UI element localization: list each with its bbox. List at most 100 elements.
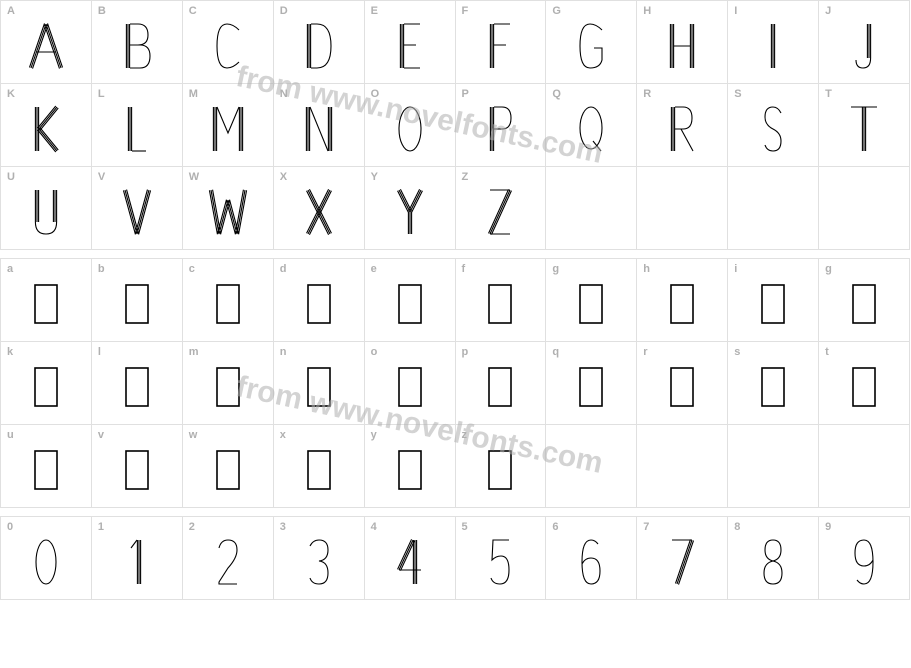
glyph-cell: O [365,84,456,167]
glyph [397,446,423,494]
glyph [33,280,59,328]
cell-label: g [552,263,559,275]
cell-label: Z [462,171,469,183]
glyph-cell: U [1,167,92,250]
glyph-grid: 0123456789 [0,516,910,600]
cell-label: m [189,346,199,358]
glyph [397,363,423,411]
glyph-cell: K [1,84,92,167]
cell-label: 5 [462,521,468,533]
glyph [578,280,604,328]
glyph-cell: 3 [274,517,365,600]
glyph [396,105,424,153]
glyph-cell: W [183,167,274,250]
glyph-cell: a [1,259,92,342]
glyph [27,22,65,70]
font-character-map: ABCDEFGHIJKLMNOPQRSTUVWXYZabcdefghigklmn… [0,0,911,600]
cell-label: p [462,346,469,358]
glyph-cell [637,425,728,508]
cell-label: E [371,5,378,17]
glyph [124,446,150,494]
glyph-cell: F [456,1,547,84]
glyph [666,22,698,70]
cell-label: P [462,88,469,100]
glyph-cell: Y [365,167,456,250]
glyph-cell [546,425,637,508]
glyph-cell: n [274,342,365,425]
cell-label: f [462,263,466,275]
glyph [669,363,695,411]
cell-label: H [643,5,651,17]
cell-label: T [825,88,832,100]
glyph-cell: 8 [728,517,819,600]
glyph-cell: i [728,259,819,342]
glyph [760,363,786,411]
cell-label: 0 [7,521,13,533]
glyph-cell [546,167,637,250]
glyph [33,538,59,586]
cell-label: q [552,346,559,358]
glyph-cell: e [365,259,456,342]
glyph [395,188,425,236]
glyph-cell: G [546,1,637,84]
cell-label: C [189,5,197,17]
glyph-cell: u [1,425,92,508]
glyph-cell: Q [546,84,637,167]
cell-label: h [643,263,650,275]
glyph [31,105,61,153]
glyph-cell [819,425,910,508]
glyph [760,280,786,328]
cell-label: z [462,429,468,441]
glyph-cell: 0 [1,517,92,600]
cell-label: 2 [189,521,195,533]
cell-label: u [7,429,14,441]
glyph-cell: l [92,342,183,425]
glyph-cell: 4 [365,517,456,600]
glyph-cell: y [365,425,456,508]
cell-label: B [98,5,106,17]
glyph-cell: 6 [546,517,637,600]
cell-label: g [825,263,832,275]
glyph-grid: ABCDEFGHIJKLMNOPQRSTUVWXYZ [0,0,910,250]
cell-label: X [280,171,287,183]
glyph [306,280,332,328]
glyph-cell [728,167,819,250]
glyph-cell: 7 [637,517,728,600]
glyph-cell: E [365,1,456,84]
cell-label: r [643,346,647,358]
glyph-cell: B [92,1,183,84]
glyph [396,22,424,70]
cell-label: e [371,263,377,275]
cell-label: Q [552,88,561,100]
glyph-cell: p [456,342,547,425]
glyph [306,363,332,411]
glyph [487,280,513,328]
cell-label: y [371,429,377,441]
cell-label: 3 [280,521,286,533]
glyph [121,188,153,236]
glyph-cell: R [637,84,728,167]
glyph-cell [637,167,728,250]
cell-label: 1 [98,521,104,533]
glyph [578,538,604,586]
cell-label: F [462,5,469,17]
glyph-grid: abcdefghigklmnopqrstuvwxyz [0,258,910,508]
cell-label: K [7,88,15,100]
glyph-cell: P [456,84,547,167]
glyph [761,105,785,153]
glyph [31,188,61,236]
cell-label: k [7,346,13,358]
glyph [851,280,877,328]
cell-label: A [7,5,15,17]
glyph-cell: X [274,167,365,250]
cell-label: d [280,263,287,275]
glyph-cell [819,167,910,250]
cell-label: n [280,346,287,358]
cell-label: t [825,346,829,358]
cell-label: U [7,171,15,183]
glyph [669,280,695,328]
cell-label: L [98,88,105,100]
cell-label: O [371,88,380,100]
glyph-cell: w [183,425,274,508]
glyph [765,22,781,70]
